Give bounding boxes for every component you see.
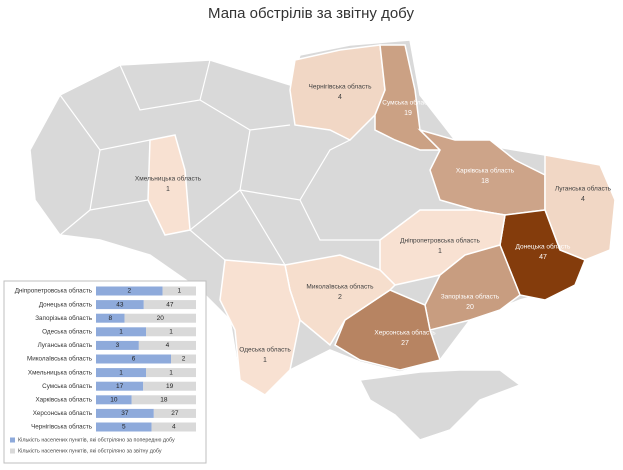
region-name: Чернігівська область — [309, 83, 373, 91]
region-name: Харківська область — [456, 167, 515, 175]
region-name: Миколаївська область — [306, 283, 374, 291]
category-label: Запорізька область — [35, 314, 92, 322]
regions: Чернігівська область 4 Сумська область 19 Ха… — [135, 44, 616, 396]
bar-value: 1 — [169, 369, 173, 376]
region-value: 18 — [481, 178, 489, 185]
bar-value: 8 — [108, 315, 112, 322]
bar-segment — [162, 286, 196, 296]
bar-value: 4 — [172, 424, 176, 431]
legend-label: Кількість населених пунктів, які обстріл… — [18, 448, 162, 454]
region-value: 4 — [581, 196, 585, 203]
bar-segment — [96, 340, 139, 350]
bar-segment — [96, 327, 146, 337]
region — [219, 259, 301, 396]
region-name: Херсонська область — [374, 329, 436, 337]
legend-swatch — [10, 437, 15, 443]
category-label: Дніпропетровська область — [15, 287, 93, 295]
category-label: Херсонська область — [33, 409, 93, 417]
legend-swatch — [10, 448, 15, 454]
bar-value: 6 — [132, 356, 136, 363]
category-label: Донецька область — [39, 300, 93, 308]
crimea — [358, 369, 522, 441]
bar-segment — [151, 422, 196, 432]
region-name: Луганська область — [555, 185, 612, 193]
region-value: 4 — [338, 94, 342, 101]
region-value: 47 — [539, 254, 547, 261]
bar-segment — [143, 300, 196, 310]
legend-label: Кількість населених пунктів, які обстріл… — [18, 437, 175, 443]
bar-segment — [146, 327, 196, 337]
bar-value: 20 — [157, 315, 165, 322]
region-value: 1 — [263, 357, 267, 364]
bar-segment — [96, 300, 144, 310]
bar-value: 27 — [171, 410, 179, 417]
region — [147, 134, 191, 236]
region-value: 19 — [404, 110, 412, 117]
bar-segment — [96, 395, 132, 405]
bar-value: 37 — [121, 410, 129, 417]
bar-segment — [96, 381, 144, 391]
bar-value: 5 — [122, 424, 126, 431]
category-label: Одеська область — [42, 327, 93, 335]
bar-segment — [153, 408, 196, 418]
region — [374, 44, 442, 151]
region-name: Запорізька область — [441, 293, 500, 301]
region-name: Одеська область — [239, 346, 291, 354]
region-name: Сумська область — [382, 99, 434, 107]
region-name: Хмельницька область — [135, 175, 202, 183]
bar-value: 17 — [116, 383, 124, 390]
category-label: Хмельницька область — [28, 368, 93, 376]
bar-value: 3 — [116, 342, 120, 349]
bar-segment — [96, 422, 152, 432]
category-label: Чернігівська область — [31, 423, 93, 431]
bar-value: 18 — [160, 397, 168, 404]
region-name: Донецька область — [516, 243, 571, 251]
bar-segment — [96, 408, 154, 418]
region-name: Дніпропетровська область — [400, 237, 480, 245]
bar-segment — [143, 381, 196, 391]
bar-value: 43 — [116, 301, 124, 308]
bar-segment — [124, 313, 196, 323]
bar-value: 1 — [178, 288, 182, 295]
bar-segment — [146, 368, 196, 378]
region-value: 1 — [438, 248, 442, 255]
bar-value: 47 — [166, 301, 174, 308]
bar-segment — [96, 313, 125, 323]
region — [289, 44, 386, 141]
region-value: 2 — [338, 294, 342, 301]
title: Мапа обстрілів за звітну добу — [208, 5, 414, 22]
region-value: 1 — [166, 186, 170, 193]
category-label: Сумська область — [42, 382, 93, 390]
region-value: 27 — [401, 340, 409, 347]
bar-value: 1 — [119, 369, 123, 376]
bar-value: 2 — [128, 288, 132, 295]
category-label: Луганська область — [38, 341, 93, 349]
bar-value: 4 — [166, 342, 170, 349]
bar-value: 1 — [119, 329, 123, 336]
bar-value: 2 — [182, 356, 186, 363]
bar-value: 19 — [166, 383, 174, 390]
region-value: 20 — [466, 304, 474, 311]
bar-value: 1 — [169, 329, 173, 336]
category-label: Харківська область — [35, 395, 92, 403]
region-borders — [59, 59, 380, 266]
bar-segment — [131, 395, 196, 405]
bar-segment — [96, 286, 163, 296]
inset-chart: Дніпропетровська область 2 1 Донецька облас… — [3, 280, 207, 464]
category-label: Миколаївська область — [27, 355, 93, 363]
bar-segment — [96, 354, 171, 364]
bar-value: 10 — [110, 397, 118, 404]
bar-segment — [171, 354, 196, 364]
bar-segment — [138, 340, 196, 350]
bar-segment — [96, 368, 146, 378]
